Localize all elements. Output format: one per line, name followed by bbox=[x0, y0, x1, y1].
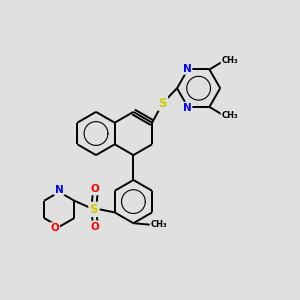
Text: N: N bbox=[182, 64, 191, 74]
Text: N: N bbox=[182, 103, 191, 113]
Text: O: O bbox=[91, 221, 100, 232]
Text: S: S bbox=[158, 97, 167, 110]
Text: N: N bbox=[55, 184, 64, 195]
Text: CH₃: CH₃ bbox=[151, 220, 167, 229]
Text: O: O bbox=[91, 184, 100, 194]
Text: CH₃: CH₃ bbox=[221, 111, 238, 120]
Text: O: O bbox=[50, 223, 59, 233]
Text: S: S bbox=[89, 203, 98, 216]
Text: CH₃: CH₃ bbox=[221, 56, 238, 65]
